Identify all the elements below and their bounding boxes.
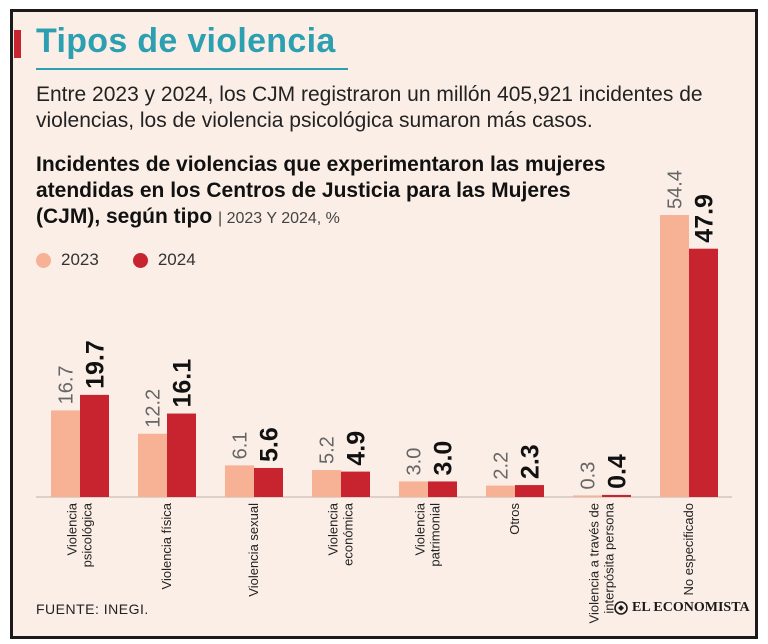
- value-label-2023-4: 3.0: [404, 448, 426, 476]
- chart-title-text: Incidentes de violencias que experimenta…: [36, 153, 606, 228]
- bar-2023-5: [486, 485, 515, 497]
- category-label-7-line-0: No especificado: [681, 503, 696, 596]
- accent-bar: [14, 30, 21, 58]
- bar-2024-6: [602, 494, 631, 497]
- category-label-0-line-0: Violencia: [65, 502, 80, 555]
- legend-item-2024: 2024: [132, 250, 196, 270]
- value-label-2023-7: 54.4: [665, 170, 687, 209]
- value-label-2024-4: 3.0: [430, 441, 458, 476]
- bar-2024-5: [515, 485, 544, 497]
- bar-2024-2: [254, 467, 283, 497]
- value-label-2024-6: 0.4: [604, 454, 632, 489]
- legend-label-2023: 2023: [61, 250, 99, 269]
- category-label-6-line-1: interpósita persona: [602, 502, 617, 613]
- chart-subtitle: 2023 Y 2024, %: [226, 210, 340, 227]
- category-label-3-line-1: económica: [341, 502, 356, 566]
- category-label-6-line-0: Violencia a través de: [587, 503, 602, 623]
- legend-item-2023: 2023: [36, 250, 99, 270]
- bar-2023-2: [225, 465, 254, 497]
- bar-2023-4: [399, 481, 428, 497]
- chart-subtitle-wrap: | 2023 Y 2024, %: [218, 210, 340, 227]
- page-title: Tipos de violencia: [36, 22, 336, 60]
- value-label-2023-6: 0.3: [578, 462, 600, 490]
- bar-2024-0: [80, 394, 109, 497]
- bar-2024-4: [428, 481, 457, 497]
- category-label-1-line-0: Violencia física: [159, 502, 174, 589]
- chart-title: Incidentes de violencias que experimenta…: [36, 152, 636, 232]
- bar-2023-6: [573, 495, 602, 497]
- bar-2023-7: [660, 215, 689, 497]
- bar-2023-3: [312, 470, 341, 497]
- source-note: FUENTE: INEGI.: [36, 601, 149, 617]
- value-label-2024-5: 2.3: [517, 444, 545, 479]
- value-label-2023-2: 6.1: [230, 432, 252, 460]
- value-label-2024-2: 5.6: [256, 427, 284, 462]
- value-label-2024-7: 47.9: [691, 194, 719, 243]
- value-label-2023-1: 12.2: [143, 389, 165, 428]
- value-label-2024-1: 16.1: [169, 359, 197, 408]
- value-label-2023-0: 16.7: [56, 365, 78, 404]
- category-label-0-line-1: psicológica: [80, 502, 95, 567]
- bar-2024-3: [341, 471, 370, 497]
- bar-2023-0: [51, 410, 80, 497]
- brand-icon: [614, 601, 628, 615]
- category-label-4-line-1: patrimonial: [428, 503, 443, 567]
- value-label-2024-0: 19.7: [82, 340, 110, 389]
- bar-2024-7: [689, 248, 718, 497]
- value-label-2023-3: 5.2: [317, 436, 339, 464]
- bar-2023-1: [138, 433, 167, 497]
- value-label-2024-3: 4.9: [343, 431, 371, 466]
- brand-logo: EL ECONOMISTA: [614, 600, 750, 616]
- category-label-4-line-0: Violencia: [413, 502, 428, 555]
- brand-name: EL ECONOMISTA: [632, 600, 750, 615]
- category-label-5-line-0: Otros: [507, 503, 522, 535]
- value-label-2023-5: 2.2: [491, 452, 513, 480]
- title-underline: [36, 68, 348, 70]
- legend-swatch-2023: [36, 252, 51, 268]
- chart-legend: 2023 2024: [36, 250, 230, 270]
- legend-label-2024: 2024: [157, 250, 196, 269]
- legend-swatch-2024: [132, 252, 148, 268]
- infographic-card: [10, 9, 758, 639]
- page-subtitle: Entre 2023 y 2024, los CJM registraron u…: [36, 83, 703, 132]
- category-label-3-line-0: Violencia: [326, 502, 341, 555]
- bar-2024-1: [167, 413, 196, 497]
- category-label-2-line-0: Violencia sexual: [246, 503, 261, 597]
